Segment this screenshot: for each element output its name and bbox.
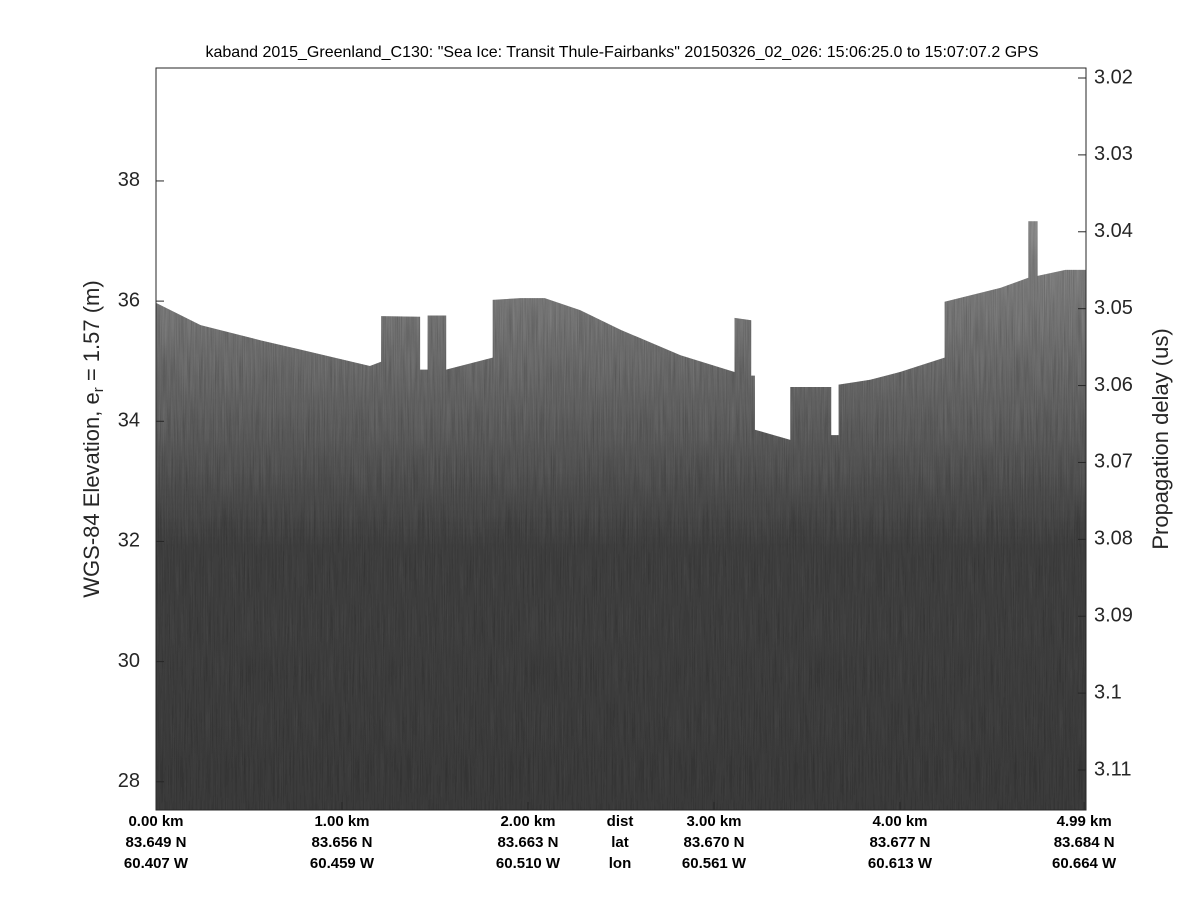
row-name: lon [609,855,632,872]
y-label-subscript: r [90,387,107,392]
lat-label: 83.677 N [870,834,931,851]
y-label-part: WGS-84 Elevation, e [79,392,104,597]
y-axis-label: WGS-84 Elevation, er = 1.57 (m) [79,280,107,597]
lat-label: 83.656 N [312,834,373,851]
lat-label: 83.649 N [126,834,187,851]
y2-tick-label: 3.06 [1094,374,1133,396]
y2-tick-label: 3.04 [1094,220,1133,242]
y-label-part: = 1.57 (m) [79,280,104,387]
x-tick-label: 4.99 km [1057,813,1112,830]
plot-area [156,68,1086,810]
row-name: lat [611,834,629,851]
y-tick-label: 30 [118,650,140,672]
y2-tick-label: 3.08 [1094,528,1133,550]
y-tick-label: 28 [118,770,140,792]
lat-label: 83.684 N [1054,834,1115,851]
y-tick-label: 36 [118,289,140,311]
lat-label: 83.670 N [684,834,745,851]
lon-label: 60.510 W [496,855,561,872]
lon-label: 60.664 W [1052,855,1117,872]
y2-tick-label: 3.07 [1094,451,1133,473]
chart-title: kaband 2015_Greenland_C130: "Sea Ice: Tr… [206,44,1039,61]
x-tick-label: 4.00 km [872,813,927,830]
y2-tick-label: 3.02 [1094,66,1133,88]
y2-tick-label: 3.11 [1094,758,1131,780]
surface-echo [156,221,1086,810]
row-name: dist [607,813,634,830]
y2-axis-label: Propagation delay (us) [1148,328,1173,549]
y-tick-label: 38 [118,169,140,191]
lon-label: 60.613 W [868,855,933,872]
y2-tick-label: 3.03 [1094,143,1133,165]
x-tick-label: 3.00 km [686,813,741,830]
y2-tick-label: 3.1 [1094,681,1122,703]
lon-label: 60.561 W [682,855,747,872]
lat-label: 83.663 N [498,834,559,851]
y2-tick-label: 3.09 [1094,605,1133,627]
x-tick-label: 2.00 km [500,813,555,830]
x-tick-label: 0.00 km [128,813,183,830]
x-tick-label: 1.00 km [314,813,369,830]
lon-label: 60.407 W [124,855,189,872]
lon-label: 60.459 W [310,855,375,872]
y-tick-label: 34 [118,410,140,432]
y-tick-label: 32 [118,530,140,552]
y2-tick-label: 3.05 [1094,297,1133,319]
plot-frame [155,67,1087,811]
